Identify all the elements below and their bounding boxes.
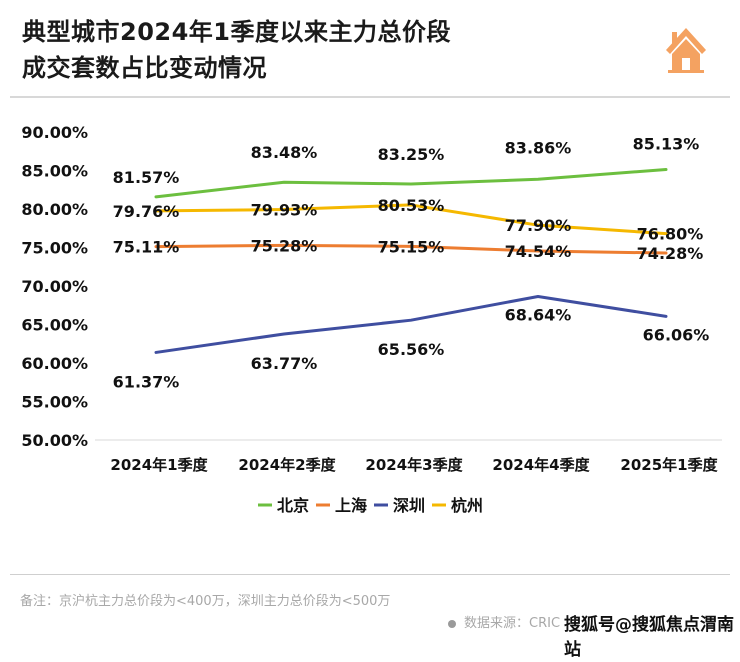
watermark-text: 搜狐号@搜狐焦点渭南站	[560, 608, 740, 662]
y-tick-label: 75.00%	[21, 239, 88, 258]
line-chart: 50.00% 55.00% 60.00% 65.00% 70.00% 75.00% 80.0…	[21, 123, 722, 515]
y-tick-label: 80.00%	[21, 200, 88, 219]
footnote: 备注：京沪杭主力总价段为<400万，深圳主力总价段为<500万	[20, 594, 391, 609]
data-label: 75.15%	[378, 237, 445, 256]
house-icon	[666, 28, 706, 73]
chart-title-line2: 成交套数占比变动情况	[22, 54, 267, 82]
x-tick-label: 2024年4季度	[492, 456, 590, 474]
data-label: 65.56%	[378, 340, 445, 359]
data-label: 77.90%	[505, 216, 572, 235]
data-label: 66.06%	[643, 325, 710, 344]
y-tick-label: 65.00%	[21, 316, 88, 335]
x-tick-label: 2024年1季度	[110, 456, 208, 474]
data-label: 74.28%	[637, 244, 704, 263]
series-line-杭州	[154, 203, 668, 236]
x-tick-label: 2024年3季度	[365, 456, 463, 474]
legend-label: 杭州	[451, 496, 483, 515]
series-line-北京	[154, 167, 668, 199]
data-label: 80.53%	[378, 196, 445, 215]
data-label: 74.54%	[505, 242, 572, 261]
legend-label: 上海	[335, 496, 367, 515]
data-label: 81.57%	[113, 168, 180, 187]
data-label: 61.37%	[113, 372, 180, 391]
data-label: 79.93%	[251, 201, 318, 220]
legend-label: 北京	[277, 496, 309, 515]
data-label: 79.76%	[113, 202, 180, 221]
series-line-深圳	[154, 294, 668, 354]
series-line-上海	[154, 243, 668, 255]
x-tick-label: 2025年1季度	[620, 456, 718, 474]
data-label: 68.64%	[505, 305, 572, 324]
x-tick-label: 2024年2季度	[238, 456, 336, 474]
y-tick-label: 60.00%	[21, 354, 88, 373]
chart-title-line1: 典型城市2024年1季度以来主力总价段	[22, 18, 451, 46]
data-label: 83.25%	[378, 145, 445, 164]
data-source: 数据来源：CRIC	[448, 612, 560, 631]
header-divider	[10, 96, 730, 98]
data-source-text: 数据来源：CRIC	[464, 616, 561, 631]
y-tick-label: 85.00%	[21, 162, 88, 181]
data-label: 75.11%	[113, 238, 180, 257]
data-label: 85.13%	[633, 134, 700, 153]
chart-title: 典型城市2024年1季度以来主力总价段 成交套数占比变动情况	[22, 14, 451, 86]
y-tick-label: 55.00%	[21, 393, 88, 412]
y-tick-label: 50.00%	[21, 431, 88, 450]
bullet-icon	[448, 619, 456, 628]
data-label: 83.48%	[251, 143, 318, 162]
data-label: 83.86%	[505, 138, 572, 157]
data-label: 75.28%	[251, 236, 318, 255]
footer-divider	[10, 574, 730, 575]
legend-label: 深圳	[393, 496, 425, 515]
data-label: 63.77%	[251, 354, 318, 373]
data-label: 76.80%	[637, 225, 704, 244]
y-tick-label: 90.00%	[21, 123, 88, 142]
y-tick-label: 70.00%	[21, 277, 88, 296]
